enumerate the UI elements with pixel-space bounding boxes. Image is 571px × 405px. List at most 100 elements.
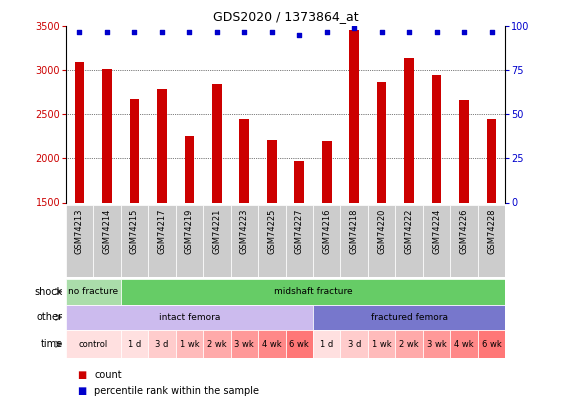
Bar (184, 136, 194, 202)
Bar (258, 330, 286, 358)
Text: 3 wk: 3 wk (427, 340, 447, 349)
Text: 4 wk: 4 wk (455, 340, 474, 349)
Bar (423, 330, 451, 358)
Bar (66, 279, 120, 305)
Text: ■: ■ (77, 386, 86, 396)
Text: GSM74220: GSM74220 (377, 208, 386, 254)
Text: ■: ■ (77, 370, 86, 379)
Point (157, 28, 166, 35)
Text: shock: shock (35, 287, 63, 296)
Point (377, 28, 386, 35)
Text: GSM74224: GSM74224 (432, 208, 441, 254)
Point (75, 28, 84, 35)
Bar (322, 141, 332, 202)
Bar (395, 205, 423, 277)
Text: GSM74225: GSM74225 (267, 208, 276, 254)
Bar (120, 279, 505, 305)
Bar (451, 205, 478, 277)
Text: 1 wk: 1 wk (179, 340, 199, 349)
Text: percentile rank within the sample: percentile rank within the sample (94, 386, 259, 396)
Bar (203, 330, 231, 358)
Bar (258, 205, 286, 277)
Bar (349, 30, 359, 202)
Bar (75, 62, 84, 202)
Bar (404, 58, 414, 202)
Bar (286, 330, 313, 358)
Bar (286, 205, 313, 277)
Text: other: other (37, 312, 63, 322)
Text: 4 wk: 4 wk (262, 340, 282, 349)
Point (185, 28, 194, 35)
Text: 1 d: 1 d (128, 340, 141, 349)
Text: GSM74216: GSM74216 (322, 208, 331, 254)
Text: 3 d: 3 d (348, 340, 361, 349)
Point (432, 28, 441, 35)
Bar (313, 205, 340, 277)
Text: control: control (79, 340, 108, 349)
Bar (313, 305, 505, 330)
Bar (102, 70, 112, 202)
Text: GSM74226: GSM74226 (460, 208, 469, 254)
Bar (267, 140, 276, 202)
Bar (212, 83, 222, 202)
Point (405, 28, 414, 35)
Text: count: count (94, 370, 122, 379)
Text: no fracture: no fracture (68, 287, 118, 296)
Text: 2 wk: 2 wk (399, 340, 419, 349)
Bar (368, 205, 395, 277)
Bar (295, 161, 304, 202)
Bar (148, 205, 176, 277)
Bar (203, 205, 231, 277)
Text: 3 wk: 3 wk (235, 340, 254, 349)
Text: GSM74222: GSM74222 (405, 208, 413, 254)
Bar (66, 305, 313, 330)
Point (267, 28, 276, 35)
Text: GSM74227: GSM74227 (295, 208, 304, 254)
Point (130, 28, 139, 35)
Text: GSM74228: GSM74228 (487, 208, 496, 254)
Text: 6 wk: 6 wk (289, 340, 309, 349)
Text: time: time (41, 339, 63, 349)
Text: GSM74215: GSM74215 (130, 208, 139, 254)
Text: 1 wk: 1 wk (372, 340, 392, 349)
Text: GSM74221: GSM74221 (212, 208, 222, 254)
Bar (176, 330, 203, 358)
Text: GDS2020 / 1373864_at: GDS2020 / 1373864_at (212, 10, 359, 23)
Bar (459, 100, 469, 202)
Bar (340, 330, 368, 358)
Bar (130, 98, 139, 202)
Bar (93, 205, 120, 277)
Bar (340, 205, 368, 277)
Bar (148, 330, 176, 358)
Point (102, 28, 111, 35)
Bar (423, 205, 451, 277)
Bar (432, 75, 441, 202)
Bar (478, 330, 505, 358)
Bar (231, 205, 258, 277)
Bar (120, 330, 148, 358)
Point (349, 25, 359, 31)
Text: intact femora: intact femora (159, 313, 220, 322)
Point (240, 28, 249, 35)
Bar (231, 330, 258, 358)
Text: 3 d: 3 d (155, 340, 168, 349)
Point (487, 28, 496, 35)
Bar (313, 330, 340, 358)
Bar (157, 89, 167, 202)
Bar (66, 330, 120, 358)
Text: GSM74213: GSM74213 (75, 208, 84, 254)
Text: 1 d: 1 d (320, 340, 333, 349)
Point (460, 28, 469, 35)
Bar (451, 330, 478, 358)
Text: GSM74217: GSM74217 (158, 208, 166, 254)
Bar (120, 205, 148, 277)
Bar (395, 330, 423, 358)
Bar (377, 82, 387, 202)
Bar (66, 205, 93, 277)
Text: GSM74218: GSM74218 (349, 208, 359, 254)
Point (295, 32, 304, 38)
Point (322, 28, 331, 35)
Bar (478, 205, 505, 277)
Text: GSM74214: GSM74214 (102, 208, 111, 254)
Text: GSM74223: GSM74223 (240, 208, 249, 254)
